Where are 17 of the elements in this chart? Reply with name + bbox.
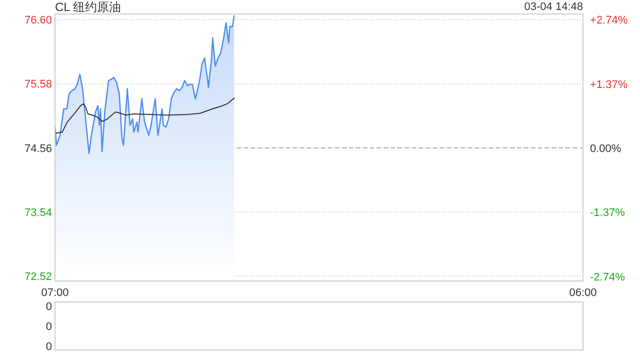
text: 0 <box>46 321 52 333</box>
y-tick-label: 73.54 <box>24 206 52 219</box>
y-tick-label: 74.56 <box>24 142 52 155</box>
text: 0 <box>46 301 52 313</box>
y-tick-label: 76.60 <box>24 14 52 27</box>
x-tick-label: 06:00 <box>569 287 597 299</box>
y2-tick-label: -1.37% <box>590 207 626 220</box>
y2-tick-label: +2.74% <box>590 14 628 27</box>
y-tick-label: 75.58 <box>24 78 52 91</box>
y-tick-label: 72.52 <box>24 270 52 283</box>
y2-tick-label: -2.74% <box>590 271 626 284</box>
chart-title: CL 纽约原油 <box>55 0 122 14</box>
y2-tick-label: 0.00% <box>590 142 622 155</box>
y2-tick-label: +1.37% <box>590 78 628 91</box>
text: 0 <box>46 341 52 353</box>
text: 03-04 14:48 <box>524 1 583 13</box>
x-tick-label: 07:00 <box>41 287 69 299</box>
